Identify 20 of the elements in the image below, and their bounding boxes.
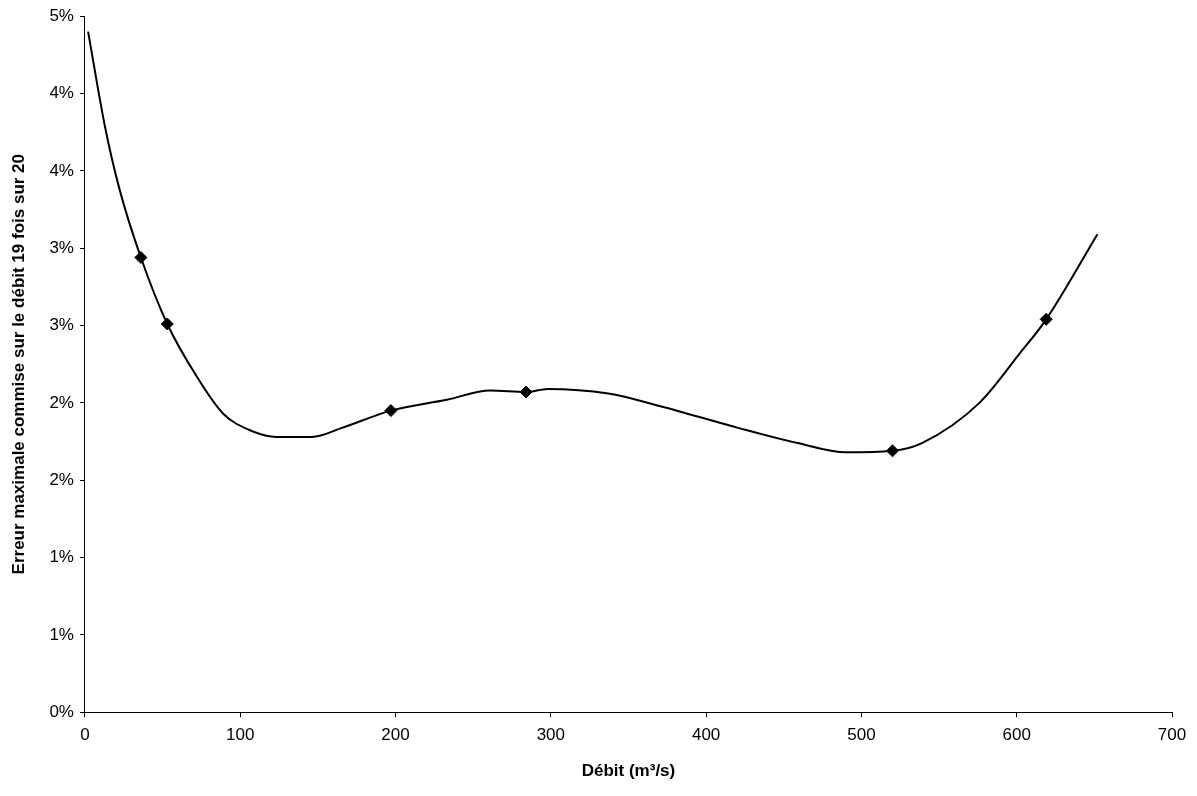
y-tick-label: 2% [49,469,74,489]
x-tick-label: 600 [1002,725,1031,745]
y-tick-label: 3% [49,315,74,335]
x-tick-label: 400 [691,725,721,745]
x-tick-label: 100 [226,725,255,745]
y-axis-title: Erreur maximale commise sur le débit 19 fois sur 20 [8,153,28,575]
y-tick-label: 4% [49,160,74,180]
y-tick-label: 2% [49,392,74,412]
x-tick-label: 200 [381,725,410,745]
y-tick-label: 5% [49,5,74,25]
x-tick-label: 500 [847,725,876,745]
y-tick-label: 1% [49,624,74,644]
y-tick-label: 4% [49,83,74,103]
x-axis-title: Débit (m³/s) [581,761,676,781]
y-tick-label: 0% [49,701,74,721]
x-tick-label: 700 [1157,725,1187,745]
y-tick-label: 3% [49,237,74,257]
y-tick-label: 1% [49,547,74,567]
x-tick-label: 0 [80,725,90,745]
x-tick-label: 300 [536,725,566,745]
